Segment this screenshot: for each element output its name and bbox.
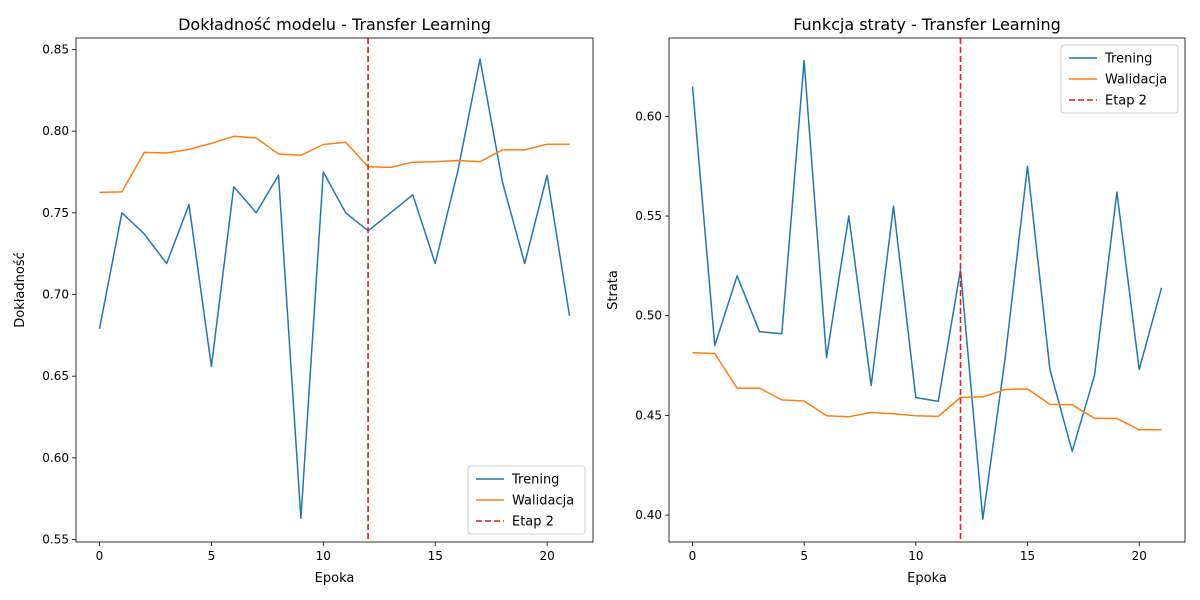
series-line-walidacja	[99, 135, 570, 194]
legend-label: Walidacja	[1105, 73, 1167, 88]
x-tick-label: 10	[316, 549, 331, 563]
series-line-trening	[691, 59, 1163, 520]
x-tick-label: 20	[539, 549, 554, 563]
series-line-walidacja	[692, 351, 1162, 431]
y-tick-label: 0.50	[635, 309, 662, 323]
series-line-trening	[98, 58, 571, 520]
legend: Trening Walidacja Etap 2	[467, 465, 586, 535]
y-tick-label: 0.75	[42, 206, 69, 220]
x-tick-label: 15	[428, 549, 443, 563]
chart-title: Funkcja straty - Transfer Learning	[793, 15, 1061, 34]
x-tick-label: 5	[800, 549, 808, 563]
y-tick-label: 0.70	[42, 287, 69, 301]
legend-label: Trening	[1104, 52, 1152, 67]
x-tick-label: 10	[908, 549, 923, 563]
legend-label: Etap 2	[1105, 94, 1147, 109]
y-tick-label: 0.55	[42, 533, 69, 547]
legend-label: Trening	[511, 473, 559, 488]
x-tick-label: 15	[1020, 549, 1035, 563]
y-tick-label: 0.80	[42, 124, 69, 138]
loss-chart: Funkcja straty - Transfer Learning 0 5 10 15…	[606, 15, 1186, 586]
x-tick-label: 0	[689, 549, 697, 563]
chart-title: Dokładność modelu - Transfer Learning	[178, 15, 491, 34]
legend: Trening Walidacja Etap 2	[1060, 44, 1179, 114]
y-tick-label: 0.60	[635, 109, 662, 123]
x-tick-label: 20	[1132, 549, 1147, 563]
y-axis-label: Dokładność	[13, 252, 28, 328]
plot-frame	[668, 37, 1186, 543]
legend-label: Walidacja	[512, 494, 574, 509]
y-axis-label: Strata	[606, 270, 621, 310]
y-tick-label: 0.60	[42, 451, 69, 465]
y-tick-label: 0.65	[42, 369, 69, 383]
x-axis-label: Epoka	[315, 571, 355, 586]
y-tick-label: 0.55	[635, 209, 662, 223]
x-tick-label: 5	[208, 549, 216, 563]
y-tick-label: 0.45	[635, 408, 662, 422]
y-tick-label: 0.85	[42, 42, 69, 56]
y-tick-label: 0.40	[635, 508, 662, 522]
x-tick-label: 0	[96, 549, 104, 563]
plot-frame	[75, 37, 594, 543]
legend-box	[1060, 44, 1179, 114]
x-axis-label: Epoka	[907, 571, 947, 586]
legend-label: Etap 2	[512, 515, 554, 530]
accuracy-chart: Dokładność modelu - Transfer Learning 0 5 1…	[13, 15, 594, 586]
legend-box	[467, 465, 586, 535]
